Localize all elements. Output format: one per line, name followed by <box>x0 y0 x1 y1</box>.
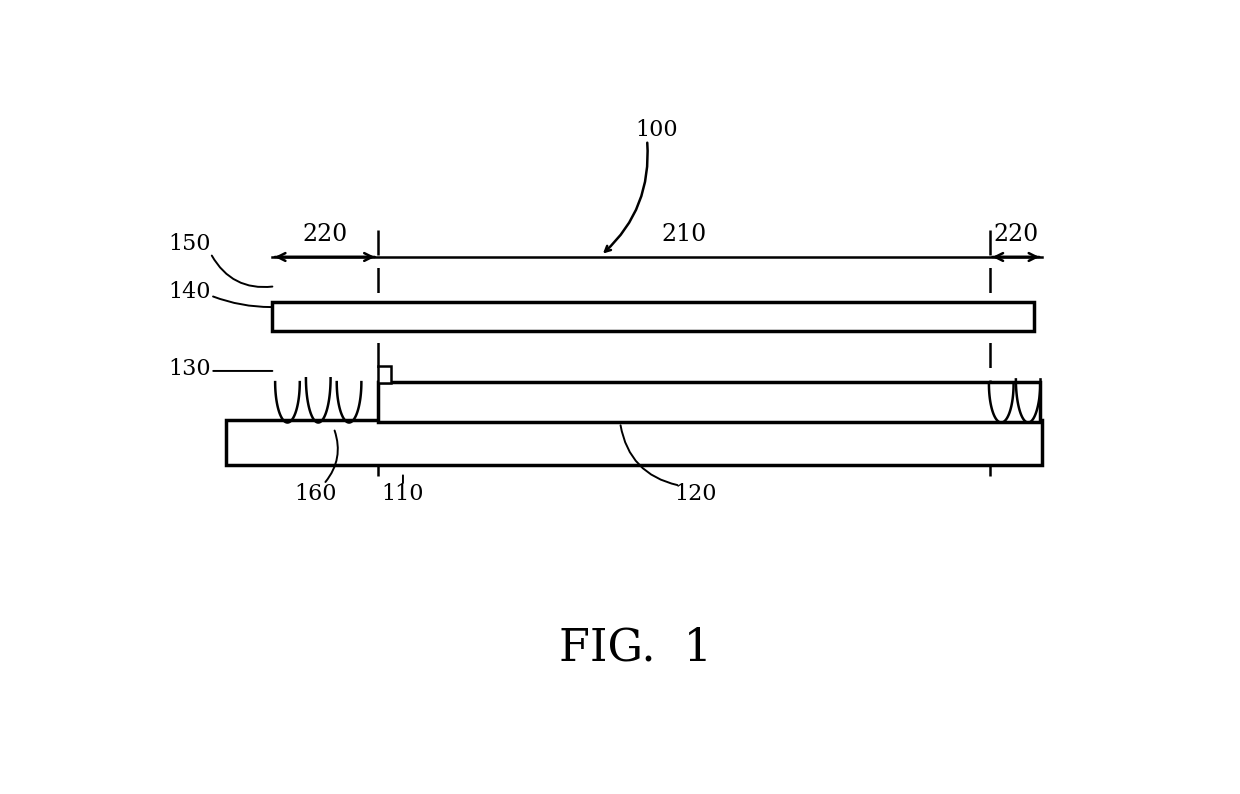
Text: FIG.  1: FIG. 1 <box>559 626 712 669</box>
Bar <box>377 366 392 384</box>
Text: 140: 140 <box>167 280 211 303</box>
Text: 220: 220 <box>993 223 1039 246</box>
Text: 100: 100 <box>635 119 678 141</box>
Bar <box>226 420 1042 464</box>
Text: 130: 130 <box>167 357 211 380</box>
Text: 210: 210 <box>661 223 707 246</box>
Text: 120: 120 <box>675 483 717 505</box>
Bar <box>272 302 1034 331</box>
Text: 110: 110 <box>382 483 424 505</box>
Bar <box>377 382 1040 422</box>
Text: 160: 160 <box>295 483 337 505</box>
Text: 220: 220 <box>303 223 347 246</box>
Text: 150: 150 <box>167 233 211 255</box>
